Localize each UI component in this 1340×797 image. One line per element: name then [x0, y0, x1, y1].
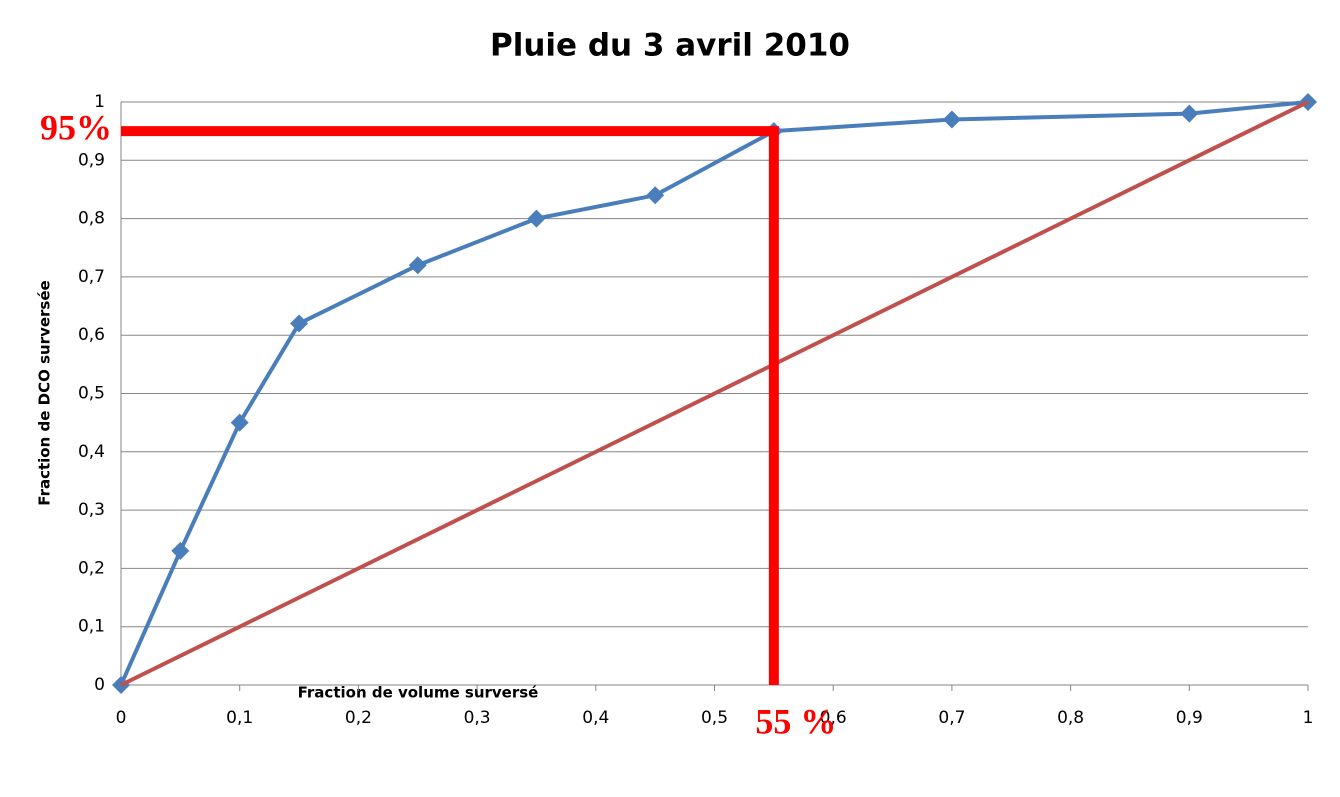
y-tick-label: 0,8: [78, 209, 105, 229]
y-tick-label: 0,2: [78, 558, 105, 578]
point-marker: [408, 256, 427, 275]
x-tick-label: 1: [1303, 708, 1314, 728]
annotation-label: 55 %: [755, 701, 836, 741]
y-tick-label: 1: [94, 92, 105, 112]
x-tick-label: 0,5: [701, 708, 728, 728]
point-marker: [1180, 104, 1199, 123]
y-tick-label: 0,6: [78, 325, 105, 345]
point-marker: [230, 413, 249, 432]
y-tick-label: 0,3: [78, 500, 105, 520]
point-marker: [527, 209, 546, 228]
x-tick-label: 0,3: [464, 708, 491, 728]
chart-title: Pluie du 3 avril 2010: [490, 28, 850, 64]
x-axis-title: Fraction de volume surversé: [298, 684, 539, 702]
x-tick-label: 0,1: [226, 708, 253, 728]
y-tick-label: 0,1: [78, 617, 105, 637]
y-tick-label: 0,9: [78, 150, 105, 170]
series-line: [120, 100, 1309, 687]
point-marker: [171, 541, 190, 560]
point-marker: [290, 314, 309, 333]
x-tick-label: 0,8: [1057, 708, 1084, 728]
x-tick-label: 0,9: [1176, 708, 1203, 728]
y-tick-label: 0: [94, 675, 105, 695]
x-tick-label: 0: [116, 708, 127, 728]
point-marker: [942, 110, 961, 129]
x-tick-label: 0,4: [582, 708, 609, 728]
x-tick-label: 0,6: [820, 708, 847, 728]
y-axis-title: Fraction de DCO surversée: [36, 280, 54, 505]
y-tick-label: 0,4: [78, 442, 105, 462]
x-tick-label: 0,2: [345, 708, 372, 728]
point-marker: [646, 186, 665, 205]
annotation-label: 95%: [40, 107, 112, 147]
y-tick-label: 0,7: [78, 267, 105, 287]
x-tick-label: 0,7: [938, 708, 965, 728]
y-tick-label: 0,5: [78, 384, 105, 404]
